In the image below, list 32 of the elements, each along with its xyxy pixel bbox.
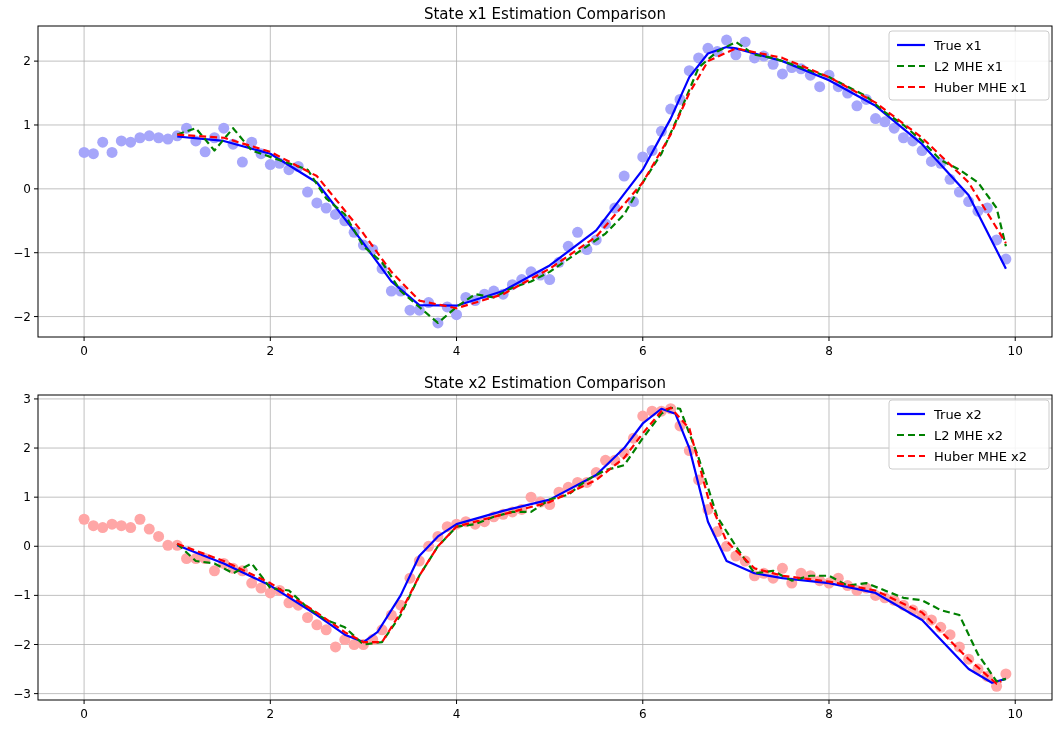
x-tick-label: 6 xyxy=(638,344,647,358)
x-tick-label: 8 xyxy=(825,707,833,721)
chart-title: State x1 Estimation Comparison xyxy=(423,5,667,23)
legend-label: L2 MHE x2 xyxy=(934,428,1003,443)
y-tick-label: −2 xyxy=(13,309,31,324)
y-tick-label: −2 xyxy=(13,637,31,652)
y-tick-label: −3 xyxy=(13,686,31,701)
x-tick-label: 4 xyxy=(452,707,461,721)
x-tick-label: 6 xyxy=(638,707,647,721)
y-tick-label: 1 xyxy=(23,490,31,505)
legend-label: Huber MHE x2 xyxy=(934,449,1028,464)
x-tick-label: 2 xyxy=(266,707,275,721)
y-tick-label: 0 xyxy=(23,181,31,196)
x-tick-label: 10 xyxy=(1007,707,1023,721)
legend-label: L2 MHE x1 xyxy=(934,59,1003,74)
chart-title: State x2 Estimation Comparison xyxy=(423,374,667,392)
y-tick-label: −1 xyxy=(13,588,31,603)
y-tick-label: −1 xyxy=(13,245,31,260)
x-tick-label: 8 xyxy=(825,344,833,358)
y-tick-label: 2 xyxy=(23,54,31,69)
x-tick-label: 0 xyxy=(80,707,88,721)
x-tick-label: 2 xyxy=(266,344,275,358)
y-tick-label: 3 xyxy=(23,391,31,406)
y-tick-label: 0 xyxy=(23,539,31,554)
x-tick-label: 0 xyxy=(80,344,88,358)
x-tick-label: 4 xyxy=(452,344,461,358)
legend-label: Huber MHE x1 xyxy=(934,80,1028,95)
y-tick-label: 2 xyxy=(23,441,31,456)
x-tick-label: 10 xyxy=(1007,344,1023,358)
legend-label: True x2 xyxy=(933,407,982,422)
y-tick-label: 1 xyxy=(23,117,31,132)
legend-label: True x1 xyxy=(933,38,982,53)
